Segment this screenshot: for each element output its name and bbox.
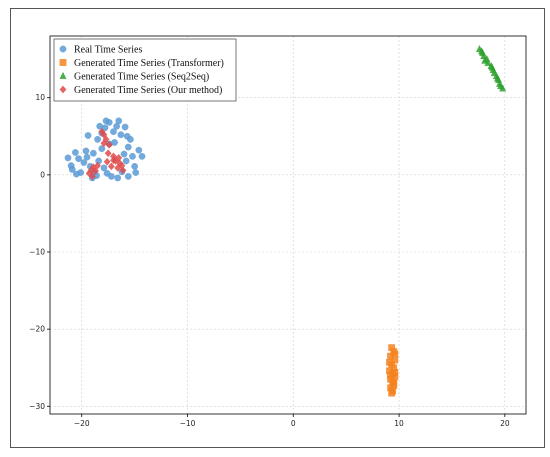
- legend-marker: [59, 85, 67, 94]
- y-tick-label: 10: [35, 93, 45, 102]
- generated-time-series-our-method-point: [114, 164, 122, 172]
- real-time-series-point: [131, 163, 138, 170]
- generated-time-series-transformer-point: [387, 372, 394, 379]
- x-tick-label: 10: [394, 419, 404, 428]
- real-time-series-point: [94, 136, 101, 143]
- plot-area-border: [49, 35, 527, 415]
- generated-time-series-our-method-point: [107, 162, 115, 171]
- generated-time-series-transformer-point: [388, 389, 396, 397]
- real-time-series-point: [121, 123, 129, 131]
- x-tick-label: 0: [291, 419, 296, 428]
- real-time-series-point: [129, 152, 136, 160]
- real-time-series-point: [84, 132, 92, 139]
- generated-time-series-transformer-point: [391, 350, 399, 358]
- generated-time-series-seq2seq-point: [488, 63, 496, 71]
- real-time-series-point: [124, 143, 132, 151]
- real-time-series-point: [72, 149, 79, 156]
- y-tick-label: −30: [29, 402, 45, 411]
- generated-time-series-seq2seq-point: [494, 74, 501, 82]
- real-time-series-point: [68, 166, 76, 173]
- real-time-series-point: [122, 157, 130, 165]
- real-time-series-point: [80, 159, 88, 166]
- generated-time-series-our-method-point: [115, 154, 123, 162]
- generated-time-series-our-method-point: [105, 140, 113, 149]
- real-time-series-point: [108, 173, 115, 180]
- generated-time-series-our-method-point: [119, 166, 127, 175]
- generated-time-series-transformer-point: [390, 379, 398, 387]
- x-tick-label: −20: [74, 419, 90, 428]
- real-time-series-point: [124, 173, 132, 180]
- generated-time-series-our-method-point: [100, 139, 108, 148]
- real-time-series-point: [120, 150, 128, 158]
- legend-marker: [59, 59, 67, 66]
- x-tick-label: −10: [180, 419, 196, 428]
- legend-marker: [59, 45, 67, 53]
- generated-time-series-our-method-point: [110, 156, 117, 165]
- real-time-series-point: [75, 155, 82, 163]
- generated-time-series-our-method-point: [104, 149, 112, 158]
- real-time-series-point: [135, 146, 143, 154]
- real-time-series-point: [138, 152, 146, 160]
- real-time-series-point: [127, 136, 134, 143]
- real-time-series-point: [102, 117, 110, 125]
- generated-time-series-seq2seq-point: [478, 47, 486, 55]
- real-time-series-point: [83, 153, 91, 161]
- real-time-series-point: [115, 117, 123, 125]
- legend-entry: Generated Time Series (Seq2Seq): [74, 72, 209, 83]
- real-time-series-point: [90, 149, 97, 157]
- real-time-series-point: [132, 169, 140, 176]
- real-time-series-point: [82, 147, 90, 155]
- generated-time-series-our-method-point: [92, 167, 99, 175]
- legend-entry: Generated Time Series (Transformer): [74, 58, 224, 69]
- real-time-series-point: [64, 154, 72, 162]
- real-time-series-point: [114, 174, 122, 182]
- real-time-series-point: [110, 128, 117, 136]
- real-time-series-point: [100, 164, 108, 172]
- y-tick-label: 0: [40, 170, 45, 179]
- y-tick-label: −20: [29, 325, 45, 334]
- y-tick-label: −10: [29, 248, 45, 257]
- real-time-series-point: [117, 131, 125, 139]
- real-time-series-point: [73, 170, 80, 178]
- generated-time-series-transformer-point: [386, 358, 393, 366]
- legend-marker: [59, 71, 67, 79]
- x-tick-label: 20: [500, 419, 510, 428]
- generated-time-series-seq2seq-point: [481, 56, 489, 64]
- generated-time-series-our-method-point: [88, 172, 96, 181]
- generated-time-series-our-method-point: [103, 157, 111, 166]
- legend-box: [53, 38, 237, 102]
- legend-entry: Real Time Series: [74, 45, 142, 56]
- real-time-series-point: [96, 122, 104, 130]
- real-time-series-point: [98, 145, 106, 152]
- generated-time-series-seq2seq-point: [497, 81, 505, 90]
- legend-entry: Generated Time Series (Our method): [74, 85, 222, 96]
